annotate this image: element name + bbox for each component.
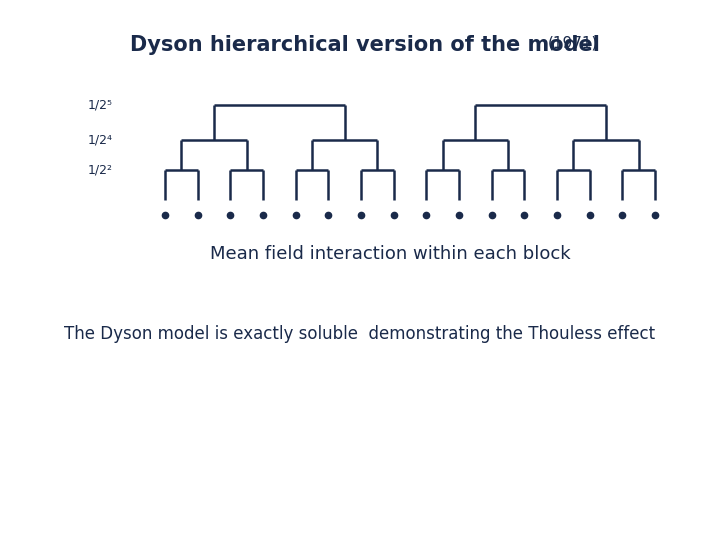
Text: Mean field interaction within each block: Mean field interaction within each block <box>210 245 570 263</box>
Text: 1/2²: 1/2² <box>88 164 112 177</box>
Text: 1/2⁴: 1/2⁴ <box>88 133 112 146</box>
Text: Dyson hierarchical version of the model: Dyson hierarchical version of the model <box>130 35 600 55</box>
Text: (1971): (1971) <box>548 35 598 50</box>
Text: 1/2⁵: 1/2⁵ <box>88 98 112 111</box>
Text: The Dyson model is exactly soluble  demonstrating the Thouless effect: The Dyson model is exactly soluble demon… <box>64 325 656 343</box>
